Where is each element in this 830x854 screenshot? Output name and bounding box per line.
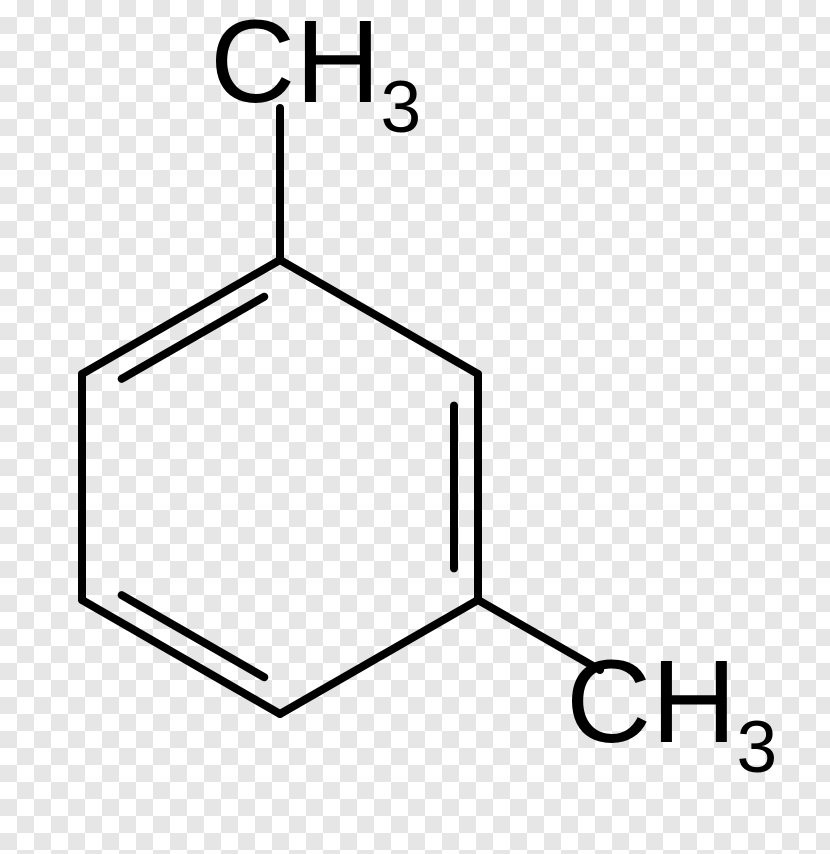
label-text: CH [566, 636, 736, 768]
label-text: CH [210, 0, 380, 128]
label-subscript: 3 [380, 66, 421, 148]
methyl-label-right: CH3 [566, 634, 777, 784]
bond-lines [82, 108, 600, 714]
methyl-label-top: CH3 [210, 0, 421, 144]
label-subscript: 3 [736, 706, 777, 788]
